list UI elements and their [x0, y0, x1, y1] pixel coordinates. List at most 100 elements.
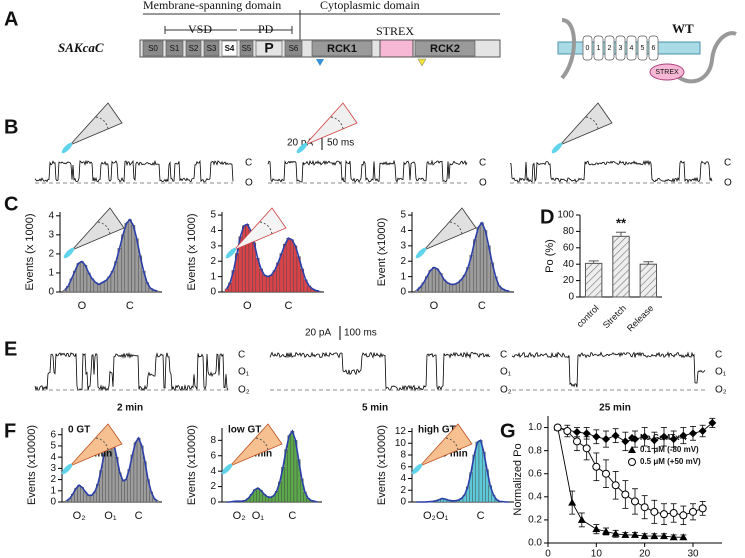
pipette-tip — [296, 142, 308, 154]
level-label: O₁ — [715, 367, 727, 378]
marker — [582, 444, 591, 453]
marker — [602, 469, 610, 478]
condition-label: 0 GT — [68, 425, 90, 436]
level-label: C — [724, 158, 731, 169]
pipette-arc — [330, 116, 344, 130]
domain-label: Cytoplasmic domain — [320, 0, 420, 12]
histogram-bar — [476, 227, 481, 293]
histogram-bar — [272, 270, 277, 293]
marker — [582, 429, 591, 438]
y-tick-label: 6 — [400, 461, 406, 472]
histogram-bar — [290, 430, 295, 503]
histogram-bar — [286, 237, 291, 293]
histogram-bar — [449, 284, 453, 293]
y-tick-label: 6 — [210, 450, 216, 461]
domain-diagram — [139, 10, 737, 84]
helix — [637, 35, 648, 61]
y-tick-label: 2 — [400, 485, 406, 496]
histogram-bar — [103, 280, 108, 293]
y-tick-label: 0.6 — [528, 468, 542, 479]
marker — [611, 481, 620, 490]
y-tick-label: 0 — [210, 287, 216, 298]
condition-label: low GT — [228, 425, 261, 436]
current-trace — [511, 351, 706, 388]
time-label: 2 min — [86, 449, 112, 460]
y-tick-label: 20 — [563, 275, 575, 286]
x-tick-label: O — [243, 300, 252, 312]
level-label: O₁ — [500, 367, 512, 378]
pipette-tip — [225, 247, 237, 259]
y-tick-label: 4 — [210, 225, 216, 236]
histogram-bar — [111, 442, 116, 503]
bar — [584, 262, 603, 298]
marker — [568, 498, 577, 506]
x-tick-label: Release — [625, 303, 655, 333]
pipette-arc — [585, 116, 599, 130]
pipette-tip — [411, 463, 423, 475]
y-tick-label: 4 — [210, 466, 216, 477]
pipette-arc — [255, 437, 269, 451]
segment-label: RCK1 — [327, 43, 357, 55]
marker — [650, 507, 659, 516]
y-tick-label: 1 — [48, 268, 54, 279]
current-trace — [269, 351, 491, 392]
y-tick-label: 10 — [395, 438, 407, 449]
marker — [708, 418, 717, 427]
y-tick-label: 4 — [400, 473, 406, 484]
histogram-bar — [155, 500, 160, 503]
pipette — [233, 207, 287, 251]
scale-current: 20 pA — [305, 328, 331, 339]
histogram-bar — [435, 268, 440, 293]
y-axis-label: Po (%) — [544, 239, 556, 273]
helix-label: 4 — [630, 45, 634, 52]
segment — [255, 40, 283, 57]
pipette — [419, 423, 473, 467]
series-line — [557, 422, 713, 442]
y-tick-label: 2 — [50, 474, 56, 485]
pipette-arc — [259, 221, 273, 235]
helix-label: 1 — [597, 45, 601, 52]
pipette-tip — [551, 142, 563, 154]
y-tick-label: 4 — [50, 452, 56, 463]
construct-name: SAKcaC — [58, 40, 104, 55]
segment — [311, 40, 373, 57]
helix-label: 3 — [619, 45, 623, 52]
y-tick-label: 0 — [568, 292, 574, 303]
level-label: O — [724, 178, 732, 189]
fit-curve — [416, 439, 510, 503]
marker — [621, 490, 630, 499]
marker — [669, 533, 678, 541]
y-axis-label: Events (x10000) — [186, 425, 198, 505]
pipette — [229, 423, 283, 467]
level-label: O — [479, 178, 487, 189]
y-tick-label: 8 — [400, 450, 406, 461]
histogram-bar — [262, 274, 267, 293]
marker — [679, 431, 688, 440]
current-trace — [267, 159, 468, 183]
histogram-bar — [79, 261, 84, 293]
segment-label: S6 — [289, 44, 299, 53]
marker — [611, 431, 620, 440]
marker — [631, 530, 639, 538]
histogram-bar — [127, 219, 132, 293]
legend-label: No GsMTx-4 — [640, 433, 687, 442]
y-tick-label: 2 — [400, 256, 406, 267]
y-tick-label: 2 — [48, 249, 54, 260]
y-tick-label: 0 — [210, 497, 216, 508]
histogram-bar — [478, 440, 483, 503]
marker — [660, 532, 668, 540]
x-tick-label: C — [478, 300, 486, 312]
marker — [650, 436, 659, 445]
histogram-bar — [224, 288, 229, 293]
time-label: 2 min — [117, 403, 143, 414]
histogram-bar — [265, 276, 270, 293]
marker — [592, 462, 601, 471]
x-tick-label: O₂ — [423, 510, 436, 522]
pipette-tip — [61, 142, 73, 154]
panel-label: E — [4, 338, 17, 360]
marker — [602, 435, 610, 444]
pipette — [304, 102, 358, 146]
marker — [592, 432, 601, 441]
level-label: C — [715, 350, 722, 361]
